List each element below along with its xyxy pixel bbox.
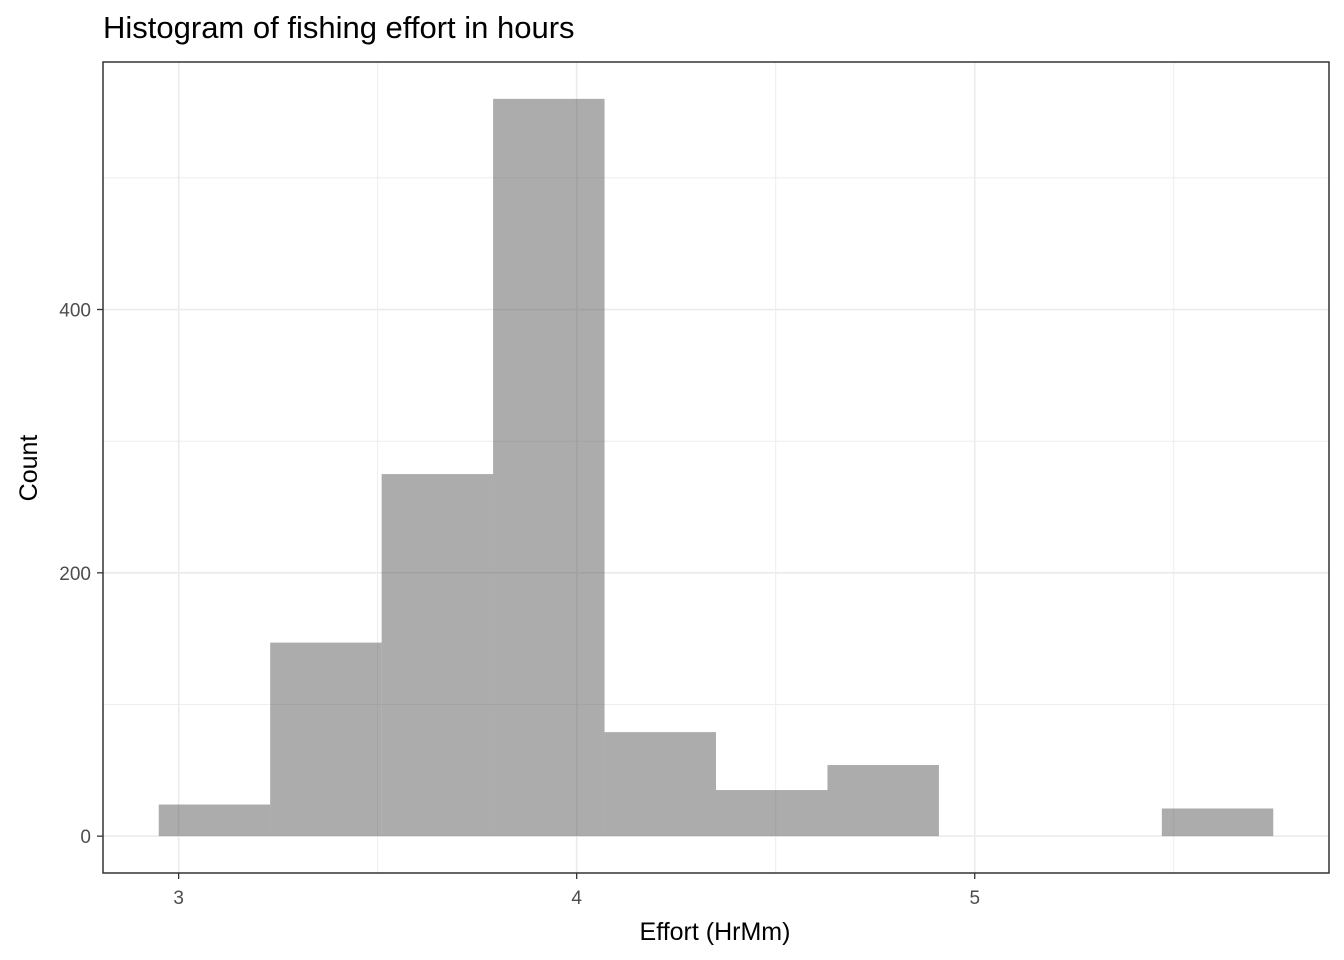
x-axis: 3 4 5 bbox=[173, 873, 980, 909]
y-axis-title: Count bbox=[15, 435, 43, 502]
histogram-bars bbox=[158, 98, 1274, 837]
panel-border bbox=[102, 61, 1330, 874]
histogram-bar bbox=[827, 765, 939, 837]
histogram-bar bbox=[604, 732, 716, 837]
y-tick-label: 0 bbox=[80, 827, 91, 848]
histogram-bar bbox=[270, 642, 382, 837]
y-tick-label: 200 bbox=[59, 564, 91, 585]
y-axis: 0 200 400 bbox=[59, 301, 103, 848]
histogram-bar bbox=[381, 474, 494, 837]
x-axis-title: Effort (HrMm) bbox=[640, 918, 791, 946]
x-tick-label: 3 bbox=[173, 888, 184, 909]
histogram-bar bbox=[158, 804, 271, 837]
x-tick-label: 4 bbox=[571, 888, 582, 909]
histogram-bar bbox=[1161, 808, 1274, 837]
x-tick-label: 5 bbox=[969, 888, 980, 909]
y-tick-label: 400 bbox=[59, 301, 91, 322]
histogram-bar bbox=[716, 790, 828, 837]
histogram-bar bbox=[493, 98, 605, 837]
chart-title: Histogram of fishing effort in hours bbox=[103, 10, 575, 45]
